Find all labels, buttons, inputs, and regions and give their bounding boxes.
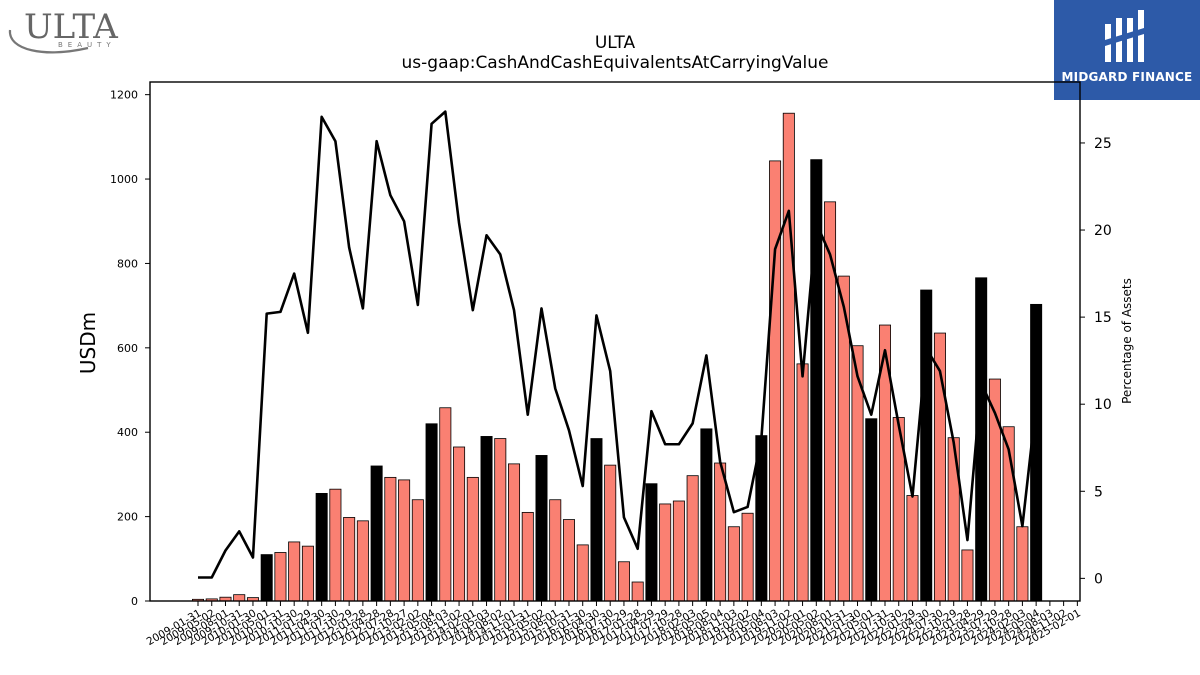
bar-quarterly xyxy=(782,112,795,602)
bar-quarterly xyxy=(288,541,301,602)
y-tick-label: 400 xyxy=(117,426,138,439)
bar-quarterly xyxy=(453,446,466,602)
bar-quarterly xyxy=(769,160,782,602)
bar-quarterly xyxy=(562,519,575,602)
bar-quarterly xyxy=(356,520,369,602)
bar-annual xyxy=(260,554,273,602)
bar-quarterly xyxy=(508,463,521,602)
bar-quarterly xyxy=(398,479,411,602)
bar-quarterly xyxy=(466,476,479,602)
y-tick-label: 1200 xyxy=(110,89,138,102)
y2-tick-label: 10 xyxy=(1094,397,1112,413)
bar-quarterly xyxy=(521,511,534,602)
bar-quarterly xyxy=(672,500,685,602)
y2-tick-label: 5 xyxy=(1094,484,1103,500)
y-axis-label: USDm xyxy=(76,312,100,374)
bar-quarterly xyxy=(576,544,589,602)
bar-annual xyxy=(920,289,933,602)
bar-annual xyxy=(1030,303,1043,602)
midgard-logo-mark xyxy=(1105,10,1144,62)
y2-axis-label: Percentage of Assets xyxy=(1120,278,1134,404)
y-tick-label: 800 xyxy=(117,257,138,270)
bar-quarterly xyxy=(494,438,507,602)
bar-annual xyxy=(865,418,878,602)
bar-annual xyxy=(645,483,658,602)
bar-annual xyxy=(700,428,713,602)
ulta-logo-text: ULTA xyxy=(24,7,118,47)
bar-quarterly xyxy=(961,549,974,602)
bar-quarterly xyxy=(233,594,246,602)
ulta-logo-mark: ULTA BEAUTY xyxy=(8,7,118,54)
bar-annual xyxy=(535,455,548,602)
bar-quarterly xyxy=(727,526,740,602)
bar-quarterly xyxy=(617,561,630,602)
bar-quarterly xyxy=(329,488,342,602)
bar-annual xyxy=(425,423,438,602)
midgard-finance-logo: MIDGARD FINANCE xyxy=(1054,0,1200,100)
percentage-of-assets-line xyxy=(198,110,1038,579)
bar-annual xyxy=(370,465,383,602)
midgard-logo-text: MIDGARD FINANCE xyxy=(1061,70,1193,84)
bar-quarterly xyxy=(301,545,314,602)
bar-quarterly xyxy=(824,201,837,602)
plot-frame xyxy=(149,81,1081,602)
bar-quarterly xyxy=(549,499,562,602)
bar-quarterly xyxy=(343,517,356,602)
y-tick-label: 1000 xyxy=(110,173,138,186)
bars-group xyxy=(191,112,1043,602)
bar-quarterly xyxy=(686,475,699,602)
bar-quarterly xyxy=(741,512,754,602)
bar-quarterly xyxy=(796,363,809,602)
ulta-logo-subtext: BEAUTY xyxy=(58,41,116,49)
bar-quarterly xyxy=(1016,526,1029,602)
y2-tick-label: 0 xyxy=(1094,571,1103,587)
chart-subtitle: us-gaap:CashAndCashEquivalentsAtCarrying… xyxy=(402,53,829,73)
bar-annual xyxy=(590,438,603,602)
bar-quarterly xyxy=(439,407,452,602)
bar-quarterly xyxy=(714,462,727,602)
y-tick-label: 600 xyxy=(117,342,138,355)
y2-tick-label: 25 xyxy=(1094,136,1112,152)
bar-quarterly xyxy=(384,476,397,602)
bar-quarterly xyxy=(411,499,424,602)
bar-quarterly xyxy=(659,503,672,602)
bar-annual xyxy=(315,492,328,602)
bar-quarterly xyxy=(906,495,919,602)
bar-annual xyxy=(480,436,493,602)
bar-quarterly xyxy=(274,552,287,602)
ulta-beauty-logo: ULTA BEAUTY xyxy=(4,2,134,58)
y2-tick-label: 20 xyxy=(1094,223,1112,239)
y-tick-label: 0 xyxy=(131,595,138,608)
percentage-line-group xyxy=(198,110,1038,579)
bar-quarterly xyxy=(604,464,617,602)
bar-quarterly xyxy=(631,581,644,602)
y-tick-label: 200 xyxy=(117,511,138,524)
chart-title: ULTA xyxy=(595,33,636,53)
y2-tick-label: 15 xyxy=(1094,310,1112,326)
